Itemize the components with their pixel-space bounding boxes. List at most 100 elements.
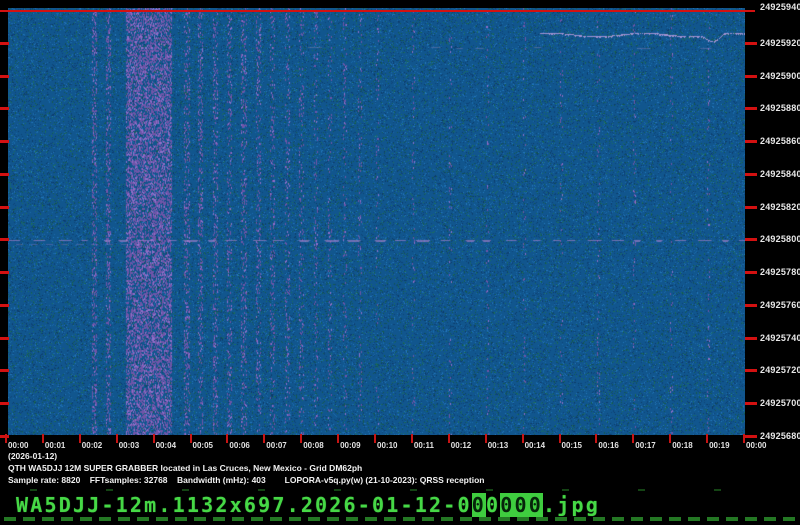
freq-tick xyxy=(0,107,9,111)
freq-tick-label: 24925700 xyxy=(760,398,800,409)
time-tick xyxy=(743,434,745,443)
time-tick xyxy=(5,434,7,443)
freq-tick-label: 24925820 xyxy=(760,201,800,212)
time-tick-label: 00:08 xyxy=(303,441,324,450)
time-tick-label: 00:01 xyxy=(44,441,66,450)
freq-tick-label: 24925940 xyxy=(760,2,800,12)
time-tick-label: 00:00 xyxy=(8,441,29,450)
time-tick-label: 00:18 xyxy=(672,441,693,450)
freq-tick xyxy=(0,205,9,209)
settings-info-line: Sample rate: 8820 FFTsamples: 32768 Band… xyxy=(8,475,485,485)
freq-tick xyxy=(745,336,757,340)
time-tick-label: 00:19 xyxy=(709,441,730,450)
freq-tick-label: 24925900 xyxy=(760,70,800,81)
time-tick xyxy=(669,434,672,443)
time-tick-label: 00:12 xyxy=(450,441,472,450)
time-tick-label: 00:11 xyxy=(413,441,434,450)
time-tick xyxy=(595,434,598,443)
freq-tick xyxy=(0,238,9,242)
filename-seconds: 000000 xyxy=(457,493,543,517)
freq-tick xyxy=(0,303,9,307)
freq-tick-label: 24925740 xyxy=(760,332,800,343)
freq-tick xyxy=(745,172,757,176)
freq-tick-label: 24925800 xyxy=(760,234,800,245)
filename-seconds-digit: 0 xyxy=(500,493,515,517)
freq-tick xyxy=(745,205,757,209)
time-tick-label: 00:16 xyxy=(598,441,619,450)
freq-tick-label: 24925780 xyxy=(760,267,800,278)
freq-tick xyxy=(745,271,757,275)
time-tick xyxy=(300,434,303,443)
freq-tick-label: 24925680 xyxy=(760,431,800,441)
freq-tick-label: 24925840 xyxy=(760,168,800,179)
time-tick-label: 00:05 xyxy=(192,441,213,450)
freq-tick xyxy=(745,140,757,144)
time-tick-label: 00:09 xyxy=(340,441,361,450)
filename-text: WA5DJJ-12m.1132x697.2026-01-12-000000.jp… xyxy=(16,493,600,517)
green-dashed-underline xyxy=(4,517,795,521)
time-tick xyxy=(558,434,561,443)
top-frequency-marker-line xyxy=(0,10,755,12)
time-tick xyxy=(263,434,266,443)
time-tick-label: 00:00 xyxy=(746,441,767,450)
time-tick xyxy=(152,434,155,443)
time-tick-label: 00:14 xyxy=(524,441,546,450)
filename-seconds-digit: 0 xyxy=(528,493,543,517)
freq-tick xyxy=(0,369,9,373)
time-tick-label: 00:06 xyxy=(229,441,250,450)
time-tick xyxy=(115,434,118,443)
filename-prefix: WA5DJJ-12m.1132x697.2026-01-12- xyxy=(16,493,458,517)
freq-tick xyxy=(745,107,757,111)
time-tick-label: 00:03 xyxy=(118,441,140,450)
filename-suffix: .jpg xyxy=(542,493,600,517)
freq-tick xyxy=(0,271,9,275)
spectrogram-waterfall xyxy=(8,8,745,435)
freq-tick-label: 24925760 xyxy=(760,299,800,310)
freq-tick xyxy=(745,435,757,438)
time-tick-label: 00:02 xyxy=(81,441,103,450)
time-tick xyxy=(521,434,524,443)
time-tick-label: 00:10 xyxy=(377,441,398,450)
time-tick xyxy=(632,434,635,443)
time-tick-label: 00:07 xyxy=(266,441,287,450)
time-tick xyxy=(410,434,413,443)
freq-tick xyxy=(745,303,757,307)
freq-tick xyxy=(0,74,9,78)
freq-tick-label: 24925860 xyxy=(760,136,800,147)
freq-tick xyxy=(745,402,757,406)
freq-tick xyxy=(0,140,9,144)
date-label: (2026-01-12) xyxy=(8,451,58,461)
green-dotted-row xyxy=(30,489,762,491)
filename-seconds-digit: 0 xyxy=(514,493,529,517)
time-tick xyxy=(484,434,487,443)
time-tick xyxy=(706,434,709,443)
freq-tick-label: 24925920 xyxy=(760,37,800,48)
time-tick xyxy=(337,434,340,443)
time-tick xyxy=(226,434,229,443)
freq-tick xyxy=(0,172,9,176)
freq-tick xyxy=(0,435,9,438)
time-tick-label: 00:13 xyxy=(487,441,509,450)
time-tick xyxy=(78,434,81,443)
freq-tick xyxy=(745,74,757,78)
time-tick-label: 00:17 xyxy=(635,441,656,450)
freq-tick xyxy=(0,402,9,406)
freq-tick xyxy=(745,41,757,45)
freq-tick xyxy=(0,336,9,340)
freq-tick xyxy=(745,369,757,373)
filename-seconds-digit: 0 xyxy=(457,493,472,517)
filename-seconds-digit: 0 xyxy=(485,493,501,517)
station-info-line: QTH WA5DJJ 12M SUPER GRABBER located in … xyxy=(8,463,363,473)
time-tick xyxy=(374,434,376,443)
freq-tick xyxy=(745,238,757,242)
time-tick-label: 00:15 xyxy=(561,441,582,450)
time-tick-label: 00:04 xyxy=(155,441,177,450)
time-tick xyxy=(447,434,450,443)
freq-tick-label: 24925720 xyxy=(760,365,800,376)
freq-tick-label: 24925880 xyxy=(760,103,800,114)
time-tick xyxy=(189,434,192,443)
time-tick xyxy=(41,434,44,443)
filename-seconds-digit: 0 xyxy=(471,493,486,517)
freq-tick xyxy=(0,41,9,45)
